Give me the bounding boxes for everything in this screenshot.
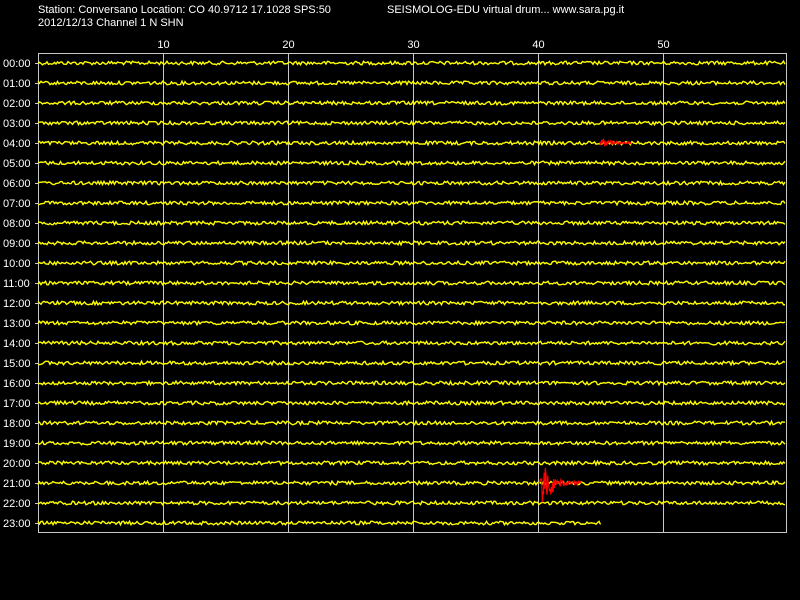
event-1-0400 xyxy=(598,138,632,147)
row-label-1000: 10:00 xyxy=(3,258,31,270)
row-label-0400: 04:00 xyxy=(3,138,31,150)
trace-0600 xyxy=(37,179,786,187)
row-label-0200: 02:00 xyxy=(3,98,31,110)
trace-0400 xyxy=(37,139,786,147)
x-tick-label-10: 10 xyxy=(157,39,169,51)
row-label-1600: 16:00 xyxy=(3,378,31,390)
station-info: Station: Conversano Location: CO 40.9712… xyxy=(38,4,331,16)
row-label-1400: 14:00 xyxy=(3,338,31,350)
row-label-0600: 06:00 xyxy=(3,178,31,190)
row-label-2300: 23:00 xyxy=(3,518,31,530)
trace-1700 xyxy=(37,399,786,407)
trace-0300 xyxy=(37,119,786,127)
row-label-0000: 00:00 xyxy=(3,58,31,70)
row-label-1300: 13:00 xyxy=(3,318,31,330)
x-tick-label-20: 20 xyxy=(282,39,294,51)
row-label-1200: 12:00 xyxy=(3,298,31,310)
row-label-0800: 08:00 xyxy=(3,218,31,230)
trace-2300 xyxy=(37,519,602,527)
row-label-0100: 01:00 xyxy=(3,78,31,90)
x-tick-label-50: 50 xyxy=(657,39,669,51)
row-label-1800: 18:00 xyxy=(3,418,31,430)
row-label-2200: 22:00 xyxy=(3,498,31,510)
row-label-2100: 21:00 xyxy=(3,478,31,490)
row-label-1100: 11:00 xyxy=(3,278,30,290)
trace-0500 xyxy=(37,159,786,167)
row-label-1500: 15:00 xyxy=(3,358,31,370)
x-tick-label-40: 40 xyxy=(532,39,544,51)
row-label-0700: 07:00 xyxy=(3,198,31,210)
row-label-1700: 17:00 xyxy=(3,398,31,410)
trace-1600 xyxy=(37,379,786,387)
trace-2200 xyxy=(37,499,786,507)
trace-0000 xyxy=(37,59,786,67)
trace-1000 xyxy=(37,259,786,267)
trace-0800 xyxy=(37,219,786,227)
row-label-0500: 05:00 xyxy=(3,158,31,170)
row-label-0300: 03:00 xyxy=(3,118,31,130)
plot-frame xyxy=(38,53,787,533)
trace-1200 xyxy=(37,299,786,307)
trace-2100 xyxy=(37,479,786,487)
date-channel-info: 2012/12/13 Channel 1 N SHN xyxy=(38,17,184,29)
trace-1300 xyxy=(37,319,786,327)
trace-2000 xyxy=(37,459,786,467)
trace-1100 xyxy=(37,279,786,287)
row-label-1900: 19:00 xyxy=(3,438,31,450)
trace-0900 xyxy=(37,239,786,247)
trace-0100 xyxy=(37,79,786,87)
software-info: SEISMOLOG-EDU virtual drum... www.sara.p… xyxy=(387,4,625,16)
trace-0700 xyxy=(37,199,786,207)
trace-1900 xyxy=(37,439,786,447)
event-2-2100 xyxy=(538,467,582,503)
trace-1800 xyxy=(37,419,786,427)
trace-0200 xyxy=(37,99,786,107)
trace-1400 xyxy=(37,339,786,347)
trace-1500 xyxy=(37,359,786,367)
row-label-0900: 09:00 xyxy=(3,238,31,250)
row-label-2000: 20:00 xyxy=(3,458,31,470)
x-tick-label-30: 30 xyxy=(407,39,419,51)
